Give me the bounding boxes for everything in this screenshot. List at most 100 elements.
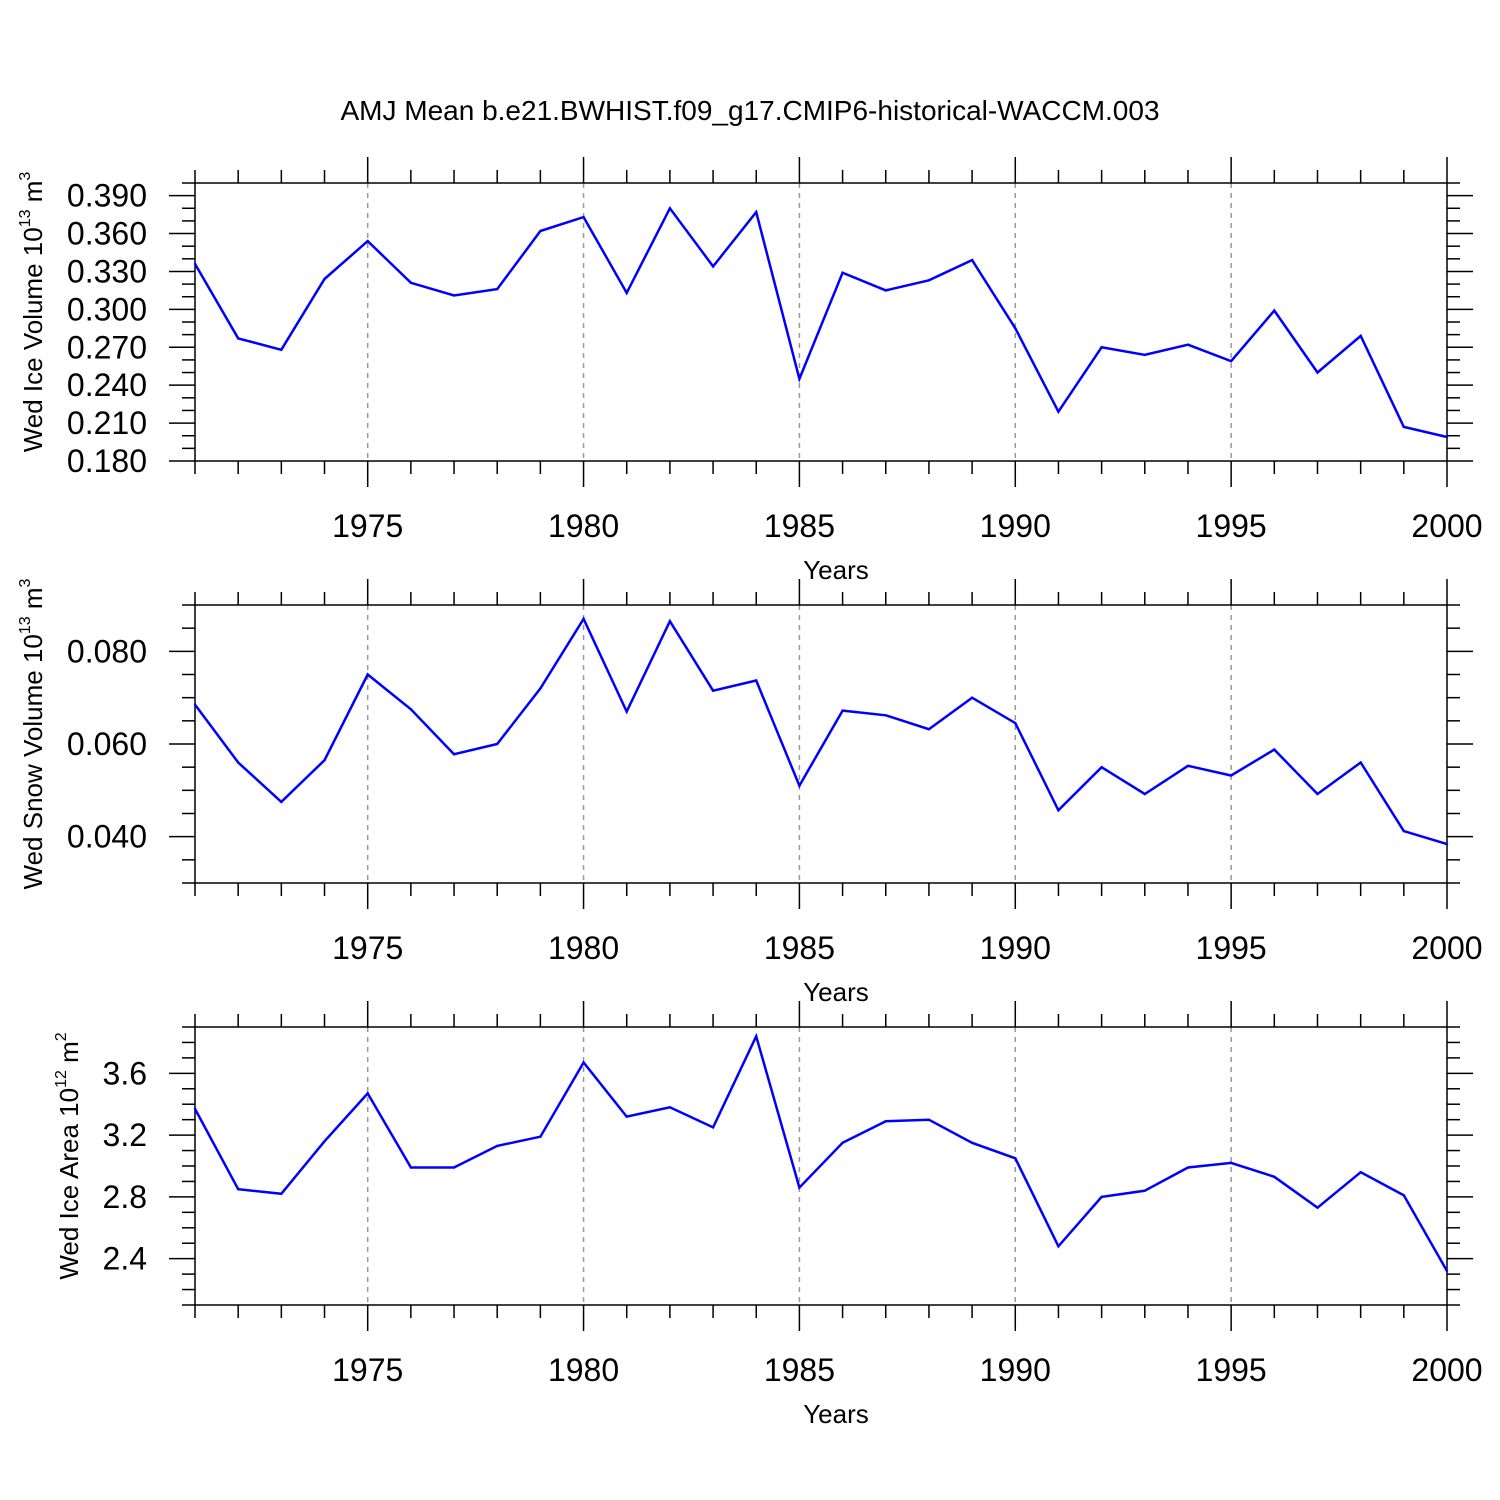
y-axis-label-unit-exponent: 3 (17, 172, 34, 181)
data-point (668, 620, 672, 623)
data-point (582, 215, 585, 219)
data-point (236, 761, 240, 764)
x-tick-label: 2000 (1411, 930, 1482, 966)
data-point (452, 294, 456, 297)
chart-panel-1: 1975 1980 1985 1990 1995 20000.1800.2100.2400… (17, 157, 1483, 585)
y-tick-label: 0.390 (67, 178, 147, 214)
data-point (539, 687, 542, 690)
data-point (884, 289, 887, 292)
y-tick-label: 0.040 (67, 819, 147, 855)
plot-frame (194, 182, 1448, 462)
series-line (193, 1032, 1449, 1272)
x-tick-label: 1985 (764, 930, 835, 966)
chart-panel-3: 1975 1980 1985 1990 1995 2000 2.4 2.8 3.2 3.6 Year… (53, 1001, 1483, 1429)
plot-frame (194, 604, 1448, 884)
x-tick-label: 1995 (1196, 508, 1267, 544)
y-axis-label: Wed Ice Volume 1013 m3 (17, 172, 48, 453)
data-point (1229, 359, 1233, 363)
panels: 1975 1980 1985 1990 1995 20000.1800.2100.2400… (17, 157, 1483, 1429)
data-point (1057, 410, 1060, 413)
data-point (193, 262, 197, 266)
data-point (1316, 792, 1319, 796)
data-point (1100, 765, 1103, 769)
y-tick-label: 3.6 (103, 1055, 147, 1091)
data-point (366, 673, 369, 676)
data-point (884, 714, 887, 717)
y-axis-label-unit-exponent: 2 (53, 1032, 70, 1041)
data-point (1316, 1206, 1319, 1209)
data-point (1445, 1269, 1449, 1273)
data-point (711, 689, 715, 692)
data-point (323, 277, 326, 281)
data-point (193, 1107, 197, 1111)
data-point (409, 1166, 413, 1169)
y-axis-label-unit-exponent: 3 (17, 578, 34, 587)
data-point (1359, 761, 1362, 764)
data-point (1014, 1157, 1017, 1160)
data-point (1186, 343, 1190, 346)
data-point (280, 348, 283, 351)
data-point (668, 1106, 672, 1109)
x-tick-label: 1975 (332, 1352, 403, 1388)
data-point (496, 742, 499, 746)
data-point (280, 800, 283, 804)
data-point (366, 239, 369, 243)
data-point (711, 1126, 715, 1129)
y-tick-label: 2.8 (103, 1179, 147, 1215)
data-point (366, 1092, 369, 1095)
data-point (668, 207, 672, 210)
data-point (755, 210, 758, 214)
data-point (711, 265, 715, 268)
data-point (323, 1140, 326, 1143)
y-axis-label-unit: m (54, 1041, 84, 1070)
data-point (323, 759, 326, 762)
y-tick-label: 0.060 (67, 726, 147, 762)
series-line (193, 616, 1448, 846)
y-tick-label: 0.300 (67, 291, 147, 327)
y-tick-label: 0.080 (67, 633, 147, 669)
y-tick-label: 0.270 (67, 329, 147, 365)
data-point (1057, 1245, 1060, 1248)
data-point (841, 271, 844, 274)
data-point (798, 377, 801, 381)
data-point (1057, 809, 1060, 812)
y-axis-label-exponent: 13 (17, 616, 34, 634)
data-point (1445, 435, 1449, 439)
y-axis-label-unit: m (18, 181, 48, 210)
data-point (970, 696, 974, 699)
data-point (927, 1118, 931, 1121)
data-point (582, 617, 585, 621)
data-point (625, 291, 628, 295)
data-point (496, 287, 499, 291)
y-axis-label-unit: m (18, 587, 48, 616)
data-point (1186, 764, 1190, 767)
data-point (1143, 353, 1146, 357)
data-point (755, 679, 758, 682)
data-point (798, 784, 801, 787)
x-axis-label: Years (803, 977, 869, 1007)
data-point (1143, 792, 1146, 796)
x-axis-label: Years (803, 555, 869, 585)
data-point (884, 1120, 887, 1123)
x-tick-label: 1985 (764, 1352, 835, 1388)
x-tick-label: 2000 (1411, 508, 1482, 544)
data-point (1316, 371, 1319, 374)
data-point (409, 708, 413, 711)
data-point (1273, 309, 1276, 312)
y-tick-label: 0.210 (67, 405, 147, 441)
x-tick-label: 1995 (1196, 930, 1267, 966)
y-axis-label-exponent: 13 (17, 209, 34, 227)
y-tick-label: 3.2 (103, 1117, 147, 1153)
data-point (1402, 1194, 1406, 1197)
data-point (970, 1141, 974, 1145)
x-tick-label: 1980 (548, 930, 619, 966)
data-point (1229, 1161, 1233, 1165)
x-tick-label: 1975 (332, 930, 403, 966)
data-point (755, 1035, 758, 1038)
data-point (1186, 1166, 1190, 1169)
data-point (927, 279, 931, 282)
data-point (1273, 1175, 1276, 1179)
data-point (1402, 829, 1406, 833)
x-axis-label: Years (803, 1399, 869, 1429)
x-tick-label: 1990 (980, 508, 1051, 544)
